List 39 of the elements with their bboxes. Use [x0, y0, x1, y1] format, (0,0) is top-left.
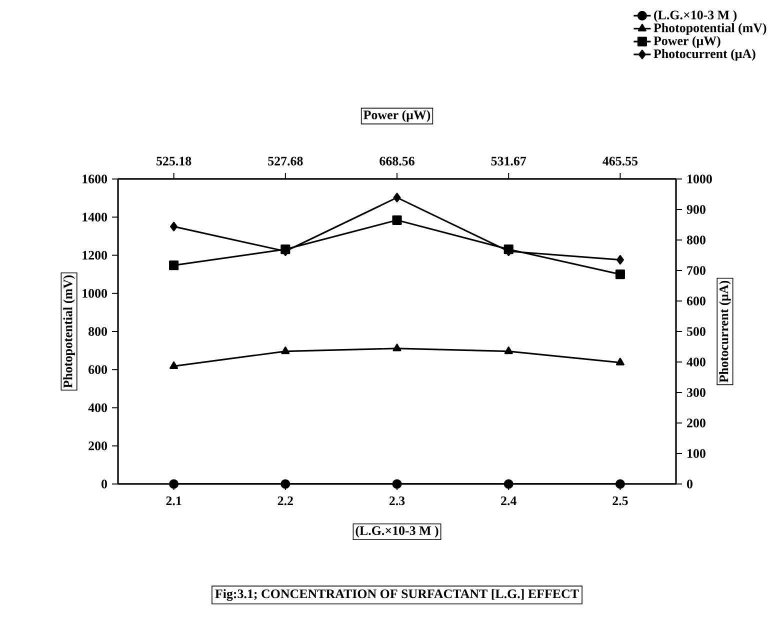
y2-tick-label: 900 — [686, 205, 706, 214]
y-tick-label: 200 — [88, 441, 108, 450]
y2-tick-label: 800 — [686, 236, 706, 244]
y-tick-label: 1000 — [82, 288, 108, 298]
x-tick-label: 2.5 — [612, 496, 628, 506]
annotation: 531.67 — [491, 156, 526, 166]
y2-tick-label: 1000 — [688, 174, 712, 184]
y2-tick-label: 0 — [687, 480, 692, 488]
y2-tick-label: 400 — [686, 358, 706, 366]
text: Fig:3.1; CONCENTRATION OF SURFACTANT [L.G.] EFFECT — [215, 589, 579, 601]
annotation: 668.56 — [380, 156, 414, 166]
y-tick-label: 400 — [88, 403, 108, 412]
y-axis-title: Photopotential (mV) — [63, 275, 75, 388]
y2-tick-label: 100 — [688, 449, 706, 458]
x-axis-title: (L.G.×10-3 M ) — [356, 526, 438, 538]
y-tick-label: 1400 — [82, 212, 108, 222]
y2-tick-label: 200 — [687, 418, 706, 428]
annotation: 527.68 — [268, 156, 303, 166]
y2-axis-title: Photocurrent (μA) — [719, 280, 731, 382]
y2-tick-label: 500 — [687, 327, 706, 336]
y-tick-label: 1600 — [82, 174, 108, 184]
legend-label: Photopotential (mV) — [654, 23, 766, 35]
y-tick-label: 1200 — [82, 250, 108, 260]
legend-label: Photocurrent (μA) — [654, 49, 756, 61]
x-tick-label: 2.3 — [389, 496, 405, 506]
x-tick-label: 2.4 — [501, 496, 516, 506]
x-tick-label: 2.2 — [278, 496, 293, 506]
x-tick-label: 2.1 — [166, 496, 182, 506]
y2-tick-label: 700 — [687, 266, 706, 275]
legend-label: Power (μW) — [654, 36, 720, 48]
y-tick-label: 800 — [88, 327, 108, 336]
y2-tick-label: 300 — [686, 388, 706, 397]
annotation: 525.18 — [156, 156, 192, 166]
x2-axis-title: Power (μW) — [364, 110, 430, 122]
y-tick-label: 0 — [102, 480, 108, 488]
legend-label: (L.G.×10-3 M ) — [654, 10, 737, 22]
y-tick-label: 600 — [88, 365, 108, 374]
y2-tick-label: 600 — [686, 296, 706, 306]
annotation: 465.55 — [602, 156, 638, 166]
